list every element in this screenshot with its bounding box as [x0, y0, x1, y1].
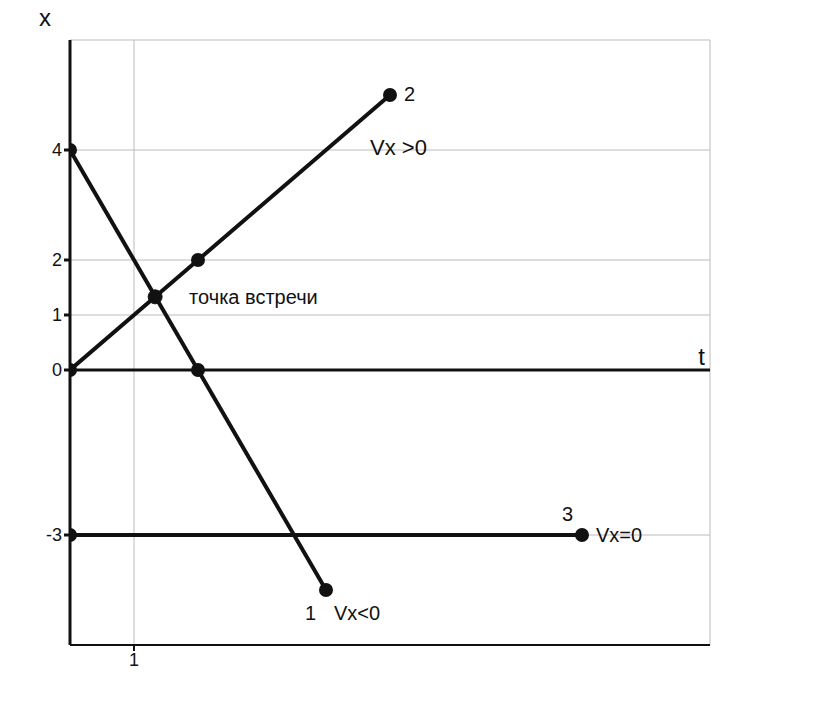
- svg-text:2: 2: [52, 250, 62, 270]
- svg-text:4: 4: [52, 140, 62, 160]
- svg-text:-3: -3: [46, 525, 62, 545]
- svg-text:Vx=0: Vx=0: [596, 524, 642, 546]
- svg-text:2: 2: [404, 83, 415, 105]
- svg-text:1: 1: [305, 602, 316, 624]
- svg-text:Vx<0: Vx<0: [334, 602, 380, 624]
- svg-text:1: 1: [52, 305, 62, 325]
- svg-text:Vx >0: Vx >0: [370, 135, 427, 160]
- svg-text:1: 1: [129, 650, 139, 670]
- svg-text:точка встречи: точка встречи: [189, 286, 318, 308]
- svg-text:0: 0: [52, 360, 62, 380]
- svg-text:3: 3: [562, 503, 573, 525]
- svg-text:t: t: [698, 343, 705, 370]
- svg-text:x: x: [39, 4, 51, 31]
